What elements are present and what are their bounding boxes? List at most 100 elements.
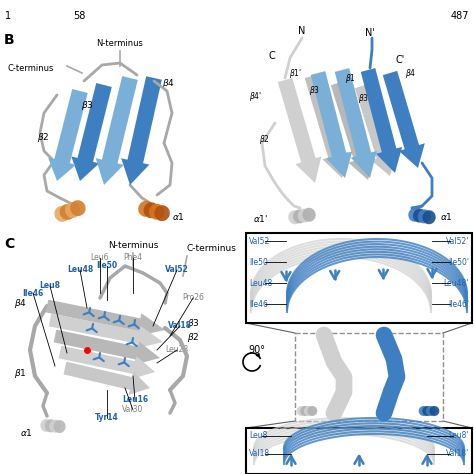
Ellipse shape: [55, 206, 70, 222]
Ellipse shape: [429, 406, 439, 416]
Ellipse shape: [40, 419, 53, 432]
Ellipse shape: [297, 406, 307, 416]
Ellipse shape: [413, 209, 426, 223]
Text: Val18': Val18': [446, 449, 469, 458]
Text: Leu48': Leu48': [444, 279, 469, 288]
Text: $\beta$1\': $\beta$1\': [117, 91, 135, 103]
Text: $\alpha$1': $\alpha$1': [253, 212, 268, 224]
Text: Leu48: Leu48: [67, 265, 93, 274]
Ellipse shape: [426, 406, 436, 416]
Text: $\beta$2: $\beta$2: [37, 131, 50, 145]
Ellipse shape: [45, 419, 57, 432]
Text: Ile50': Ile50': [448, 258, 469, 267]
Text: $\alpha$1: $\alpha$1: [172, 211, 185, 222]
Text: $\beta$1: $\beta$1: [14, 366, 27, 380]
Text: Val52': Val52': [446, 237, 469, 246]
Text: $\beta$3: $\beta$3: [81, 99, 94, 111]
Text: C-terminus: C-terminus: [187, 244, 237, 253]
Ellipse shape: [293, 210, 306, 223]
Text: Phe4: Phe4: [124, 254, 143, 263]
Text: $\beta$1: $\beta$1: [345, 72, 356, 84]
Ellipse shape: [138, 201, 154, 217]
Polygon shape: [335, 68, 377, 178]
Text: $\beta$2: $\beta$2: [259, 134, 270, 146]
Text: Leu8': Leu8': [448, 431, 469, 440]
Polygon shape: [96, 76, 138, 185]
Text: 90°: 90°: [248, 345, 265, 355]
Text: Tyr14: Tyr14: [95, 413, 119, 422]
Text: $\beta$4: $\beta$4: [162, 76, 175, 90]
Polygon shape: [48, 89, 88, 181]
Text: Val18: Val18: [168, 321, 192, 330]
Ellipse shape: [422, 210, 436, 224]
Polygon shape: [121, 76, 162, 185]
Text: $\beta$2: $\beta$2: [187, 331, 200, 345]
Ellipse shape: [422, 406, 432, 416]
Text: C': C': [395, 55, 405, 65]
Text: Val18: Val18: [249, 449, 270, 458]
Polygon shape: [311, 71, 352, 178]
Ellipse shape: [155, 205, 170, 221]
Polygon shape: [49, 314, 163, 349]
Text: $\beta$3': $\beta$3': [358, 91, 371, 104]
Text: Ile46: Ile46: [249, 300, 268, 309]
Text: N: N: [298, 26, 306, 36]
Ellipse shape: [419, 406, 428, 416]
Text: $\beta$4': $\beta$4': [249, 90, 262, 102]
Text: N': N': [365, 28, 375, 38]
Ellipse shape: [304, 406, 314, 416]
Ellipse shape: [408, 208, 421, 222]
Polygon shape: [305, 74, 348, 178]
Text: C: C: [269, 51, 275, 61]
Polygon shape: [361, 68, 402, 173]
Text: Val52: Val52: [165, 265, 189, 274]
Text: $\beta$1': $\beta$1': [289, 66, 302, 80]
Text: Val52: Val52: [249, 237, 270, 246]
Polygon shape: [355, 84, 397, 176]
Ellipse shape: [60, 204, 75, 220]
Text: $\beta$4: $\beta$4: [405, 66, 416, 80]
Ellipse shape: [65, 202, 81, 218]
Text: Leu8: Leu8: [39, 282, 61, 291]
Text: $\alpha$1: $\alpha$1: [440, 210, 453, 221]
Text: B: B: [4, 33, 15, 47]
Ellipse shape: [149, 204, 164, 220]
Text: Ile46': Ile46': [448, 300, 469, 309]
Text: Ile50: Ile50: [249, 258, 268, 267]
Text: $\beta$3: $\beta$3: [309, 83, 320, 97]
Text: $\beta$3: $\beta$3: [187, 317, 200, 329]
Text: Leu28: Leu28: [165, 346, 189, 355]
Text: Pro26: Pro26: [182, 293, 204, 302]
Text: Val30: Val30: [122, 405, 144, 414]
Text: N-terminus: N-terminus: [108, 241, 158, 250]
Text: Leu48: Leu48: [249, 279, 272, 288]
Polygon shape: [64, 362, 150, 395]
Text: Ile46: Ile46: [22, 289, 44, 298]
Ellipse shape: [418, 210, 431, 223]
Polygon shape: [59, 346, 155, 379]
Ellipse shape: [308, 406, 318, 416]
Ellipse shape: [298, 209, 311, 223]
Text: Leu6: Leu6: [91, 254, 109, 263]
Polygon shape: [71, 83, 112, 181]
Text: Ile50: Ile50: [96, 262, 118, 271]
Ellipse shape: [302, 208, 316, 222]
Ellipse shape: [70, 200, 86, 216]
Text: $\alpha$1: $\alpha$1: [20, 428, 33, 438]
Polygon shape: [331, 81, 374, 180]
Ellipse shape: [54, 420, 65, 433]
Bar: [295, 333, 443, 421]
Text: 58: 58: [73, 11, 85, 21]
Polygon shape: [278, 78, 321, 183]
Text: $\beta$4: $\beta$4: [14, 297, 27, 310]
Polygon shape: [46, 300, 165, 336]
Text: Leu8: Leu8: [249, 431, 267, 440]
Ellipse shape: [300, 406, 310, 416]
Text: 487: 487: [450, 11, 469, 21]
Text: N-terminus: N-terminus: [97, 39, 144, 48]
Text: 1: 1: [5, 11, 11, 21]
Text: C: C: [4, 237, 14, 251]
Bar: [246, 233, 472, 323]
Polygon shape: [54, 329, 160, 365]
Ellipse shape: [144, 202, 159, 218]
